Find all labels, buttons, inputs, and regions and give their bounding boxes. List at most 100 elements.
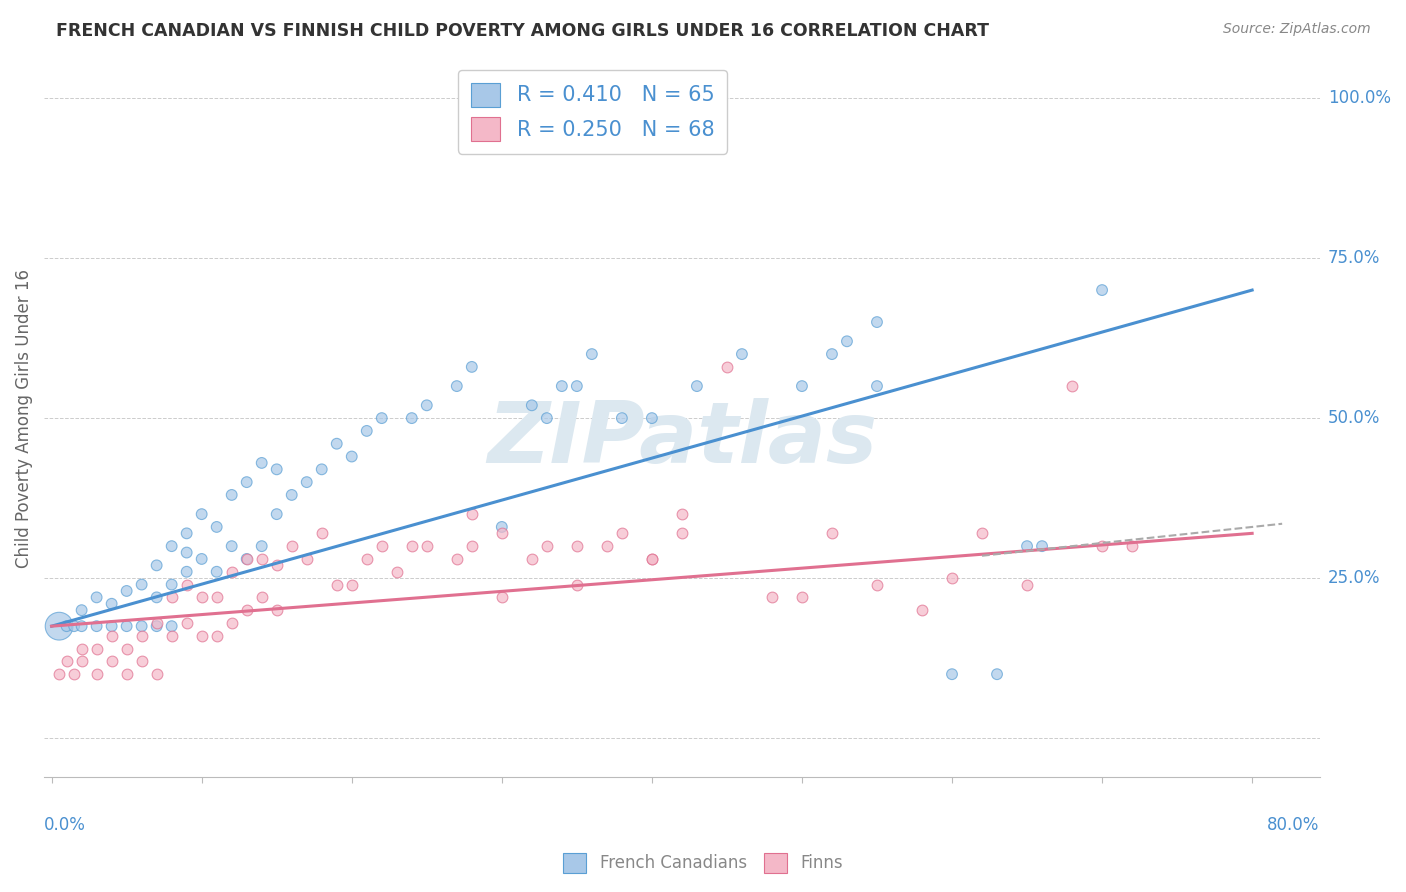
Point	[565, 577, 588, 591]
Point	[190, 507, 212, 521]
Point	[970, 526, 993, 541]
Point	[145, 558, 167, 573]
Point	[371, 539, 394, 553]
Point	[295, 552, 318, 566]
Point	[340, 577, 363, 591]
Point	[176, 577, 198, 591]
Point	[250, 456, 273, 470]
Y-axis label: Child Poverty Among Girls Under 16: Child Poverty Among Girls Under 16	[15, 268, 32, 567]
Point	[131, 619, 153, 633]
Point	[596, 539, 619, 553]
Point	[866, 577, 889, 591]
Point	[160, 619, 183, 633]
Point	[536, 539, 558, 553]
Point	[86, 641, 108, 656]
Point	[461, 539, 484, 553]
Text: Source: ZipAtlas.com: Source: ZipAtlas.com	[1223, 22, 1371, 37]
Point	[671, 507, 693, 521]
Point	[131, 577, 153, 591]
Point	[235, 552, 257, 566]
Point	[356, 424, 378, 438]
Point	[266, 507, 288, 521]
Point	[866, 315, 889, 329]
Point	[941, 571, 963, 585]
Point	[145, 615, 167, 630]
Point	[115, 667, 138, 681]
Point	[145, 619, 167, 633]
Point	[63, 667, 86, 681]
Point	[790, 591, 813, 605]
Point	[176, 565, 198, 579]
Point	[835, 334, 858, 349]
Point	[131, 654, 153, 668]
Point	[671, 526, 693, 541]
Point	[446, 379, 468, 393]
Point	[235, 552, 257, 566]
Point	[221, 488, 243, 502]
Point	[446, 552, 468, 566]
Point	[491, 591, 513, 605]
Point	[70, 654, 93, 668]
Point	[100, 629, 122, 643]
Point	[731, 347, 754, 361]
Point	[641, 411, 664, 425]
Point	[716, 359, 738, 374]
Point	[100, 619, 122, 633]
Point	[221, 615, 243, 630]
Point	[1015, 539, 1038, 553]
Point	[790, 379, 813, 393]
Point	[266, 462, 288, 476]
Point	[911, 603, 934, 617]
Point	[160, 539, 183, 553]
Point	[190, 591, 212, 605]
Point	[131, 629, 153, 643]
Point	[461, 507, 484, 521]
Point	[761, 591, 783, 605]
Point	[266, 558, 288, 573]
Point	[55, 654, 77, 668]
Point	[866, 379, 889, 393]
Point	[145, 591, 167, 605]
Point	[1091, 539, 1114, 553]
Point	[221, 565, 243, 579]
Point	[1015, 577, 1038, 591]
Point	[70, 641, 93, 656]
Point	[63, 619, 86, 633]
Point	[266, 603, 288, 617]
Point	[565, 379, 588, 393]
Point	[235, 475, 257, 490]
Point	[176, 526, 198, 541]
Point	[176, 545, 198, 559]
Point	[190, 552, 212, 566]
Text: 25.0%: 25.0%	[1329, 569, 1381, 587]
Point	[401, 411, 423, 425]
Text: 80.0%: 80.0%	[1267, 816, 1320, 834]
Point	[986, 667, 1008, 681]
Point	[280, 488, 302, 502]
Point	[160, 629, 183, 643]
Point	[160, 591, 183, 605]
Point	[641, 552, 664, 566]
Point	[821, 526, 844, 541]
Point	[536, 411, 558, 425]
Point	[520, 398, 543, 412]
Point	[821, 347, 844, 361]
Point	[70, 603, 93, 617]
Text: FRENCH CANADIAN VS FINNISH CHILD POVERTY AMONG GIRLS UNDER 16 CORRELATION CHART: FRENCH CANADIAN VS FINNISH CHILD POVERTY…	[56, 22, 990, 40]
Legend: R = 0.410   N = 65, R = 0.250   N = 68: R = 0.410 N = 65, R = 0.250 N = 68	[458, 70, 727, 153]
Point	[461, 359, 484, 374]
Point	[176, 615, 198, 630]
Point	[250, 539, 273, 553]
Point	[610, 526, 633, 541]
Point	[48, 619, 70, 633]
Legend: French Canadians, Finns: French Canadians, Finns	[557, 847, 849, 880]
Text: 75.0%: 75.0%	[1329, 249, 1381, 267]
Point	[416, 539, 439, 553]
Point	[371, 411, 394, 425]
Point	[48, 667, 70, 681]
Point	[340, 450, 363, 464]
Point	[416, 398, 439, 412]
Point	[326, 577, 349, 591]
Point	[190, 629, 212, 643]
Point	[1091, 283, 1114, 297]
